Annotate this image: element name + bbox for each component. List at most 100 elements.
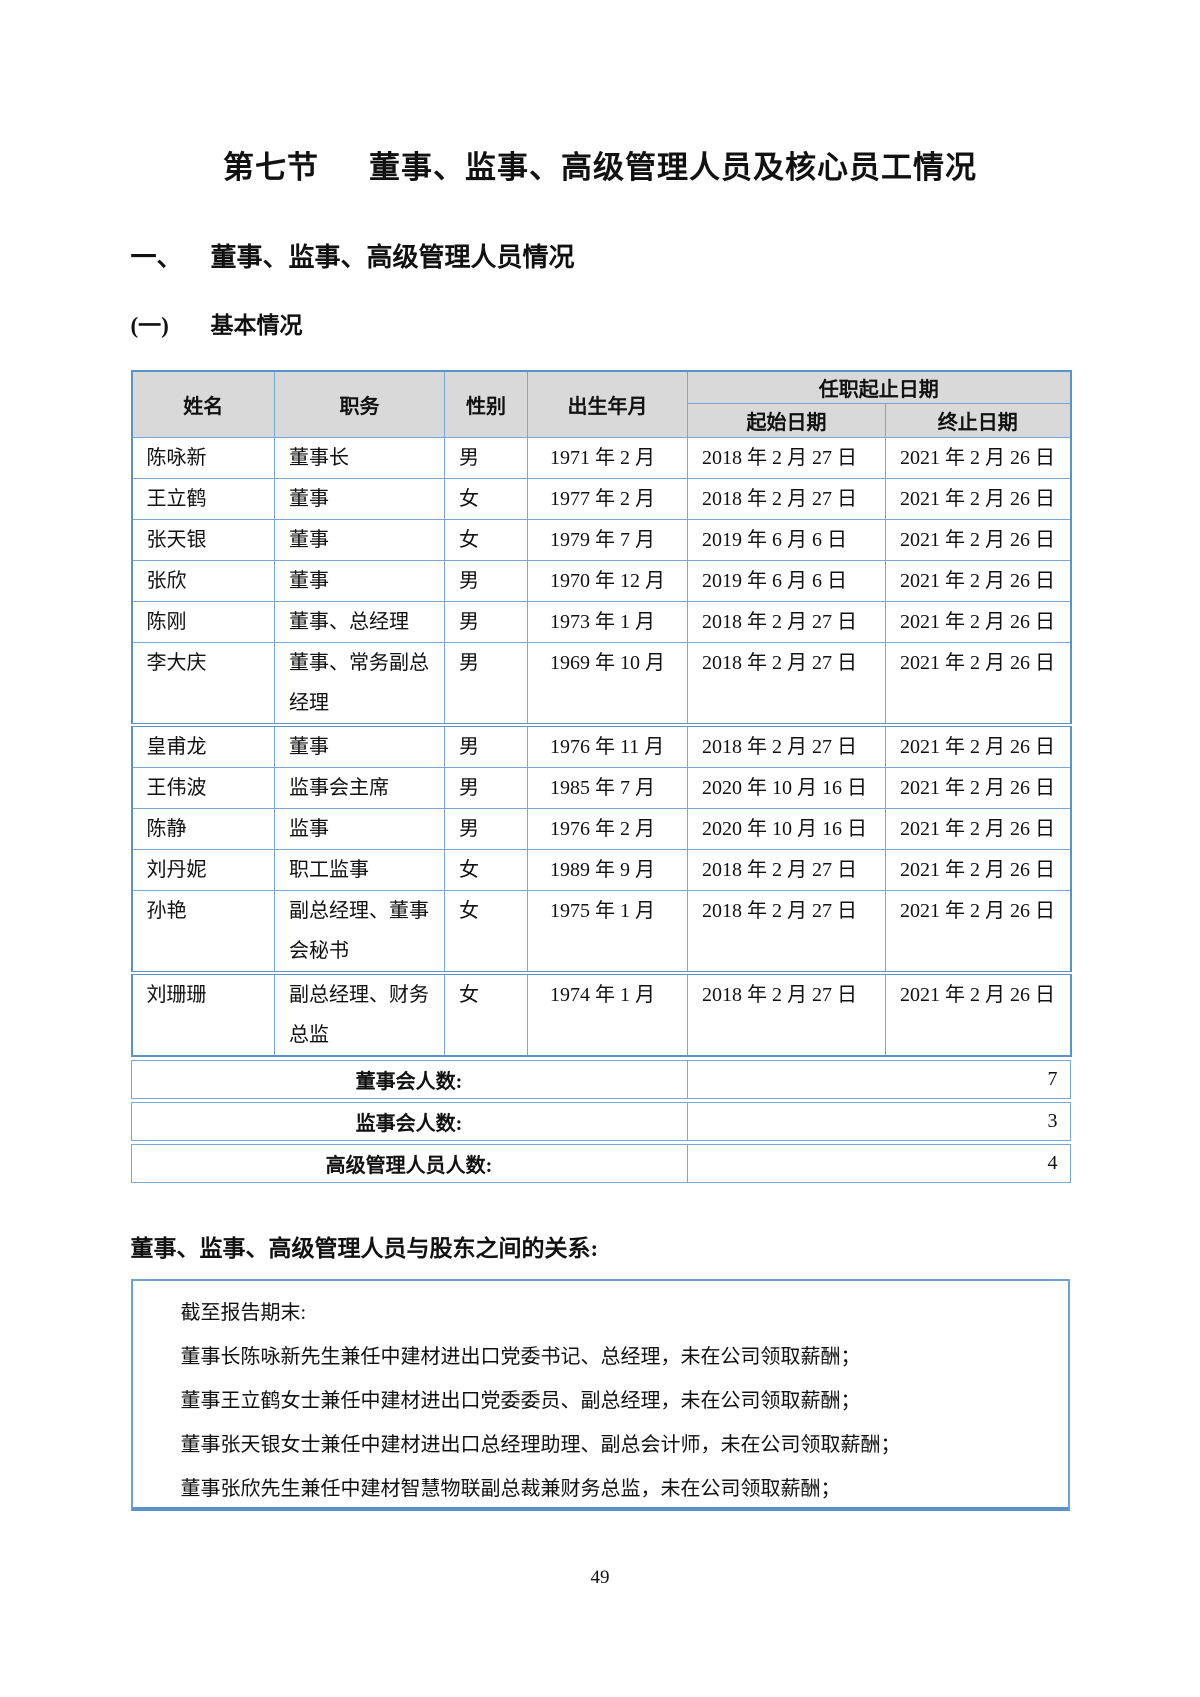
table-row: 陈静 监事 男 1976 年 2 月 2020 年 10 月 16 日 2021… [131,807,1071,850]
subsection-number: (一) [130,313,169,338]
table-row: 刘珊珊 副总经理、财务总监 女 1974 年 1 月 2018 年 2 月 27… [131,970,1071,1056]
cell-gender: 男 [444,807,528,850]
cell-birth: 1976 年 11 月 [527,722,688,768]
col-header-term-end: 终止日期 [885,402,1071,438]
cell-birth: 1969 年 10 月 [527,641,688,725]
cell-term-start: 2019 年 6 月 6 日 [687,518,886,561]
relationship-line: 董事长陈咏新先生兼任中建材进出口党委书记、总经理，未在公司领取薪酬； [180,1345,861,1368]
cell-name: 张天银 [131,518,275,561]
cell-name: 王伟波 [131,766,275,809]
cell-birth: 1976 年 2 月 [527,807,688,850]
relationship-line: 董事张欣先生兼任中建材智慧物联副总裁兼财务总监，未在公司领取薪酬； [180,1477,841,1500]
cell-position-text: 监事会主席 [289,776,389,799]
cell-gender: 女 [444,970,528,1056]
cell-position: 监事会主席 [274,766,445,809]
col-header-name: 姓名 [131,370,275,438]
cell-term-start: 2018 年 2 月 27 日 [687,600,886,643]
summary-label: 高级管理人员人数: [130,1143,688,1183]
cell-term-end: 2021 年 2 月 26 日 [885,477,1071,520]
table-row: 李大庆 董事、常务副总经理 男 1969 年 10 月 2018 年 2 月 2… [131,641,1071,725]
table-row: 张天银 董事 女 1979 年 7 月 2019 年 6 月 6 日 2021 … [131,518,1071,561]
cell-position-text: 副总经理、财务总监 [289,983,429,1046]
cell-gender: 男 [444,600,528,643]
cell-term-end: 2021 年 2 月 26 日 [885,848,1071,891]
cell-position-text: 董事 [289,528,329,551]
summary-label: 董事会人数: [130,1059,688,1099]
cell-term-start: 2018 年 2 月 27 日 [687,436,886,479]
cell-position: 董事长 [274,436,445,479]
cell-birth: 1977 年 2 月 [527,477,688,520]
cell-term-end: 2021 年 2 月 26 日 [885,641,1071,725]
col-header-birth: 出生年月 [527,370,688,438]
cell-term-end: 2021 年 2 月 26 日 [885,436,1071,479]
summary-row-senior-managers: 高级管理人员人数: 4 [130,1143,1071,1183]
cell-position-text: 董事 [289,487,329,510]
summary-value: 7 [686,1059,1071,1099]
management-table: 姓名 职务 性别 出生年月 任职起止日期 起始日期 终止日期 陈咏新 董事长 男… [130,370,1072,1057]
cell-position-text: 董事 [289,735,329,758]
cell-gender: 男 [444,766,528,809]
summary-value: 4 [686,1143,1071,1183]
page-number: 49 [590,1566,610,1588]
cell-term-start: 2018 年 2 月 27 日 [687,970,886,1056]
cell-birth: 1985 年 7 月 [527,766,688,809]
cell-name: 刘丹妮 [131,848,275,891]
page-content: 第七节 董事、监事、高级管理人员及核心员工情况 一、 董事、监事、高级管理人员情况 … [130,0,1072,1589]
cell-term-end: 2021 年 2 月 26 日 [885,722,1071,768]
cell-position: 副总经理、财务总监 [274,970,445,1056]
cell-birth: 1989 年 9 月 [527,848,688,891]
cell-term-start: 2019 年 6 月 6 日 [687,559,886,602]
cell-position-text: 副总经理、董事会秘书 [289,899,429,962]
table-row: 陈咏新 董事长 男 1971 年 2 月 2018 年 2 月 27 日 202… [131,436,1071,479]
cell-name: 皇甫龙 [131,722,275,768]
cell-birth: 1975 年 1 月 [527,889,688,973]
cell-name: 陈刚 [131,600,275,643]
cell-term-start: 2018 年 2 月 27 日 [687,477,886,520]
summary-row-supervisors: 监事会人数: 3 [130,1101,1071,1141]
cell-position-text: 董事 [289,569,329,592]
cell-term-start: 2018 年 2 月 27 日 [687,848,886,891]
cell-gender: 女 [444,848,528,891]
cell-position-text: 董事长 [289,446,349,469]
table-row: 张欣 董事 男 1970 年 12 月 2019 年 6 月 6 日 2021 … [131,559,1071,602]
cell-name: 陈咏新 [131,436,275,479]
table-row: 王立鹤 董事 女 1977 年 2 月 2018 年 2 月 27 日 2021… [131,477,1071,520]
cell-term-start: 2018 年 2 月 27 日 [687,641,886,725]
cell-term-start: 2020 年 10 月 16 日 [687,807,886,850]
col-header-term-group: 任职起止日期 [687,370,1071,404]
cell-term-end: 2021 年 2 月 26 日 [885,807,1071,850]
relationship-line: 截至报告期末: [180,1301,307,1324]
table-header-row-2: 起始日期 终止日期 [132,402,1071,438]
cell-position: 副总经理、董事会秘书 [274,889,445,973]
table-row: 皇甫龙 董事 男 1976 年 11 月 2018 年 2 月 27 日 202… [131,722,1071,768]
table-row: 孙艳 副总经理、董事会秘书 女 1975 年 1 月 2018 年 2 月 27… [131,889,1071,973]
summary-row-directors: 董事会人数: 7 [130,1059,1071,1099]
cell-name: 李大庆 [131,641,275,725]
cell-position-text: 董事、总经理 [289,610,409,633]
cell-name: 张欣 [131,559,275,602]
summary-value: 3 [686,1101,1071,1141]
cell-birth: 1974 年 1 月 [527,970,688,1056]
page-title-prefix: 第七节 [223,150,319,185]
cell-term-end: 2021 年 2 月 26 日 [885,766,1071,809]
cell-position-text: 董事、常务副总经理 [289,651,429,714]
table-row: 王伟波 监事会主席 男 1985 年 7 月 2020 年 10 月 16 日 … [131,766,1071,809]
table-header-row-1: 姓名 职务 性别 出生年月 任职起止日期 [131,370,1071,438]
cell-name: 王立鹤 [131,477,275,520]
cell-name: 孙艳 [131,889,275,973]
section-label: 董事、监事、高级管理人员情况 [210,243,575,272]
cell-position: 董事 [274,477,445,520]
col-header-term-start: 起始日期 [687,402,886,438]
cell-gender: 男 [444,436,528,479]
cell-term-end: 2021 年 2 月 26 日 [885,970,1071,1056]
cell-birth: 1979 年 7 月 [527,518,688,561]
cell-term-end: 2021 年 2 月 26 日 [885,559,1071,602]
cell-birth: 1970 年 12 月 [527,559,688,602]
subsection-label: 基本情况 [210,313,303,338]
cell-gender: 男 [444,641,528,725]
cell-gender: 女 [444,477,528,520]
table-row: 陈刚 董事、总经理 男 1973 年 1 月 2018 年 2 月 27 日 2… [131,600,1071,643]
cell-gender: 女 [444,518,528,561]
cell-position-text: 监事 [289,817,329,840]
